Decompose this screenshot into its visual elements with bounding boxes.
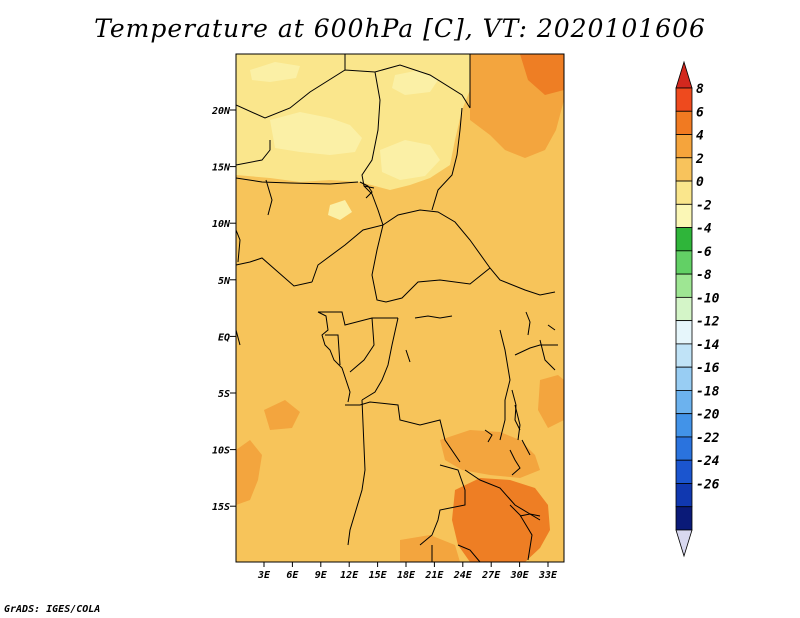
colorbar-label: 8: [696, 82, 704, 97]
colorbar-swatch: [675, 413, 693, 438]
colorbar-swatch: [675, 87, 693, 112]
lon-tick-label: 12E: [340, 570, 359, 581]
lat-tick-label: 20N: [211, 106, 231, 117]
map-frame: [235, 53, 565, 563]
colorbar-label: -16: [696, 361, 720, 376]
colorbar-label: -24: [696, 454, 720, 469]
colorbar-label: 2: [695, 152, 704, 167]
colorbar-label: -22: [696, 431, 720, 446]
colorbar-bottom-arrow: [675, 529, 693, 558]
colorbar-swatch: [675, 157, 693, 182]
lon-tick-label: 15E: [369, 570, 388, 581]
lon-tick-label: 33E: [538, 570, 558, 581]
lon-tick-label: 3E: [257, 570, 271, 581]
colorbar-label: -4: [696, 222, 712, 237]
field-region-hot: [452, 54, 564, 562]
lat-tick-label: 15N: [212, 163, 231, 174]
field-region-warmer: [236, 54, 564, 562]
lat-tick-label: 5S: [218, 389, 230, 400]
colorbar-label: -6: [696, 245, 712, 260]
lon-tick-label: 9E: [315, 570, 328, 581]
lon-tick-label: 18E: [397, 570, 416, 581]
lon-tick-label: 27E: [481, 570, 501, 581]
colorbar-label: -18: [696, 384, 720, 399]
colorbar-swatch: [675, 459, 693, 484]
colorbar-swatch: [675, 320, 693, 345]
temperature-field: [236, 54, 564, 562]
colorbar-label: -2: [696, 198, 712, 213]
colorbar-swatch: [675, 296, 693, 322]
grads-credit: GrADS: IGES/COLA: [4, 604, 101, 615]
colorbar-label: 0: [696, 175, 704, 190]
lon-tick-label: 6E: [286, 570, 299, 581]
colorbar-swatch: [675, 436, 693, 461]
colorbar-label: -12: [696, 315, 720, 330]
colorbar-swatch: [675, 227, 693, 252]
lat-tick-label: 5N: [218, 276, 231, 287]
latitude-axis: 20N 15N 10N 5N EQ 5S 10S 15S: [211, 106, 236, 513]
colorbar-swatch: [675, 110, 693, 135]
colorbar-label: -10: [696, 291, 720, 306]
longitude-axis: 3E 6E 9E 12E 15E 18E 21E 24E 27E 30E 33E: [257, 562, 558, 581]
coast-lines: [236, 181, 556, 517]
colorbar-swatch: [675, 390, 693, 415]
country-borders: [236, 54, 558, 562]
lon-tick-label: 21E: [424, 570, 444, 581]
colorbar-label: 4: [696, 129, 704, 144]
river-lines: [405, 349, 531, 456]
colorbar-swatch: [675, 273, 693, 298]
lat-tick-label: EQ: [218, 332, 230, 343]
colorbar-label: -8: [696, 268, 712, 283]
colorbar-label: -26: [696, 477, 720, 492]
colorbar-label: -14: [696, 338, 720, 353]
colorbar-swatch: [675, 366, 693, 391]
colorbar-label: -20: [696, 408, 720, 423]
lat-tick-label: 10N: [212, 219, 231, 230]
country-border-lines: [236, 54, 558, 562]
lat-tick-label: 10S: [212, 446, 230, 457]
colorbar-swatch: [675, 343, 693, 368]
colorbar-label: 6: [696, 105, 704, 120]
colorbar-swatch: [675, 180, 693, 205]
colorbar-swatch: [675, 250, 693, 275]
colorbar-swatch: [675, 483, 693, 508]
colorbar-swatch: [675, 203, 693, 228]
colorbar-swatch: [675, 506, 693, 531]
colorbar-top-arrow: [675, 60, 693, 89]
colorbar-swatch: [675, 134, 693, 159]
lat-tick-label: 15S: [212, 502, 230, 513]
field-region-pale: [250, 62, 440, 220]
colorbar: 8 6 4 2 0 -2 -4 -6 -8 -10 -12 -14 -16 -18 -20 -22 -24 -26: [675, 60, 720, 558]
lon-tick-label: 30E: [510, 570, 530, 581]
map-title: Temperature at 600hPa [C], VT: 202010160…: [94, 14, 706, 43]
lon-tick-label: 24E: [453, 570, 473, 581]
